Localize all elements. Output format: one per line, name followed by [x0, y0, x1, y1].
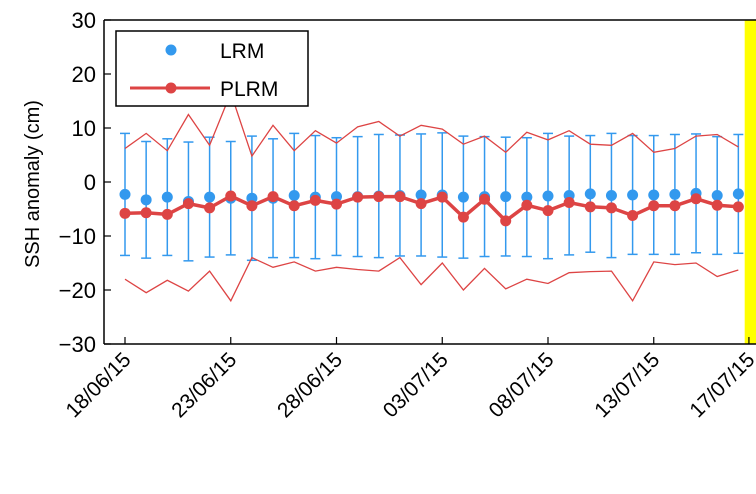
highlight-band	[744, 20, 756, 344]
lrm-point	[119, 188, 131, 200]
y-tick-label: 0	[84, 170, 96, 195]
y-tick-label: 10	[72, 116, 96, 141]
lrm-point	[246, 192, 258, 204]
plrm-point	[246, 200, 258, 212]
lrm-point	[204, 191, 216, 203]
legend: LRM PLRM	[115, 30, 309, 107]
plrm-point	[352, 191, 364, 203]
x-tick-label: 03/07/15	[379, 348, 453, 422]
legend-lrm-marker	[165, 44, 177, 56]
y-tick-label: −10	[59, 224, 96, 249]
x-tick-label: 18/06/15	[61, 348, 135, 422]
plrm-point	[690, 193, 702, 205]
plrm-point	[457, 211, 469, 223]
lrm-point	[521, 191, 533, 203]
y-tick-label: −30	[59, 332, 96, 357]
lrm-point	[457, 191, 469, 203]
plrm-point	[669, 200, 681, 212]
y-tick-label: −20	[59, 278, 96, 303]
plrm-point	[627, 209, 639, 221]
highlight-band-layer	[744, 20, 756, 344]
lrm-point	[161, 191, 173, 203]
plrm-point	[479, 193, 491, 205]
lrm-point	[584, 188, 596, 200]
y-axis-label: SSH anomaly (cm)	[22, 100, 44, 268]
plrm-point	[711, 199, 723, 211]
plrm-point	[225, 190, 237, 202]
plrm-point	[288, 200, 300, 212]
plrm-point	[415, 198, 427, 210]
plrm-series-layer	[119, 91, 744, 303]
lrm-point	[732, 188, 744, 200]
lrm-point	[648, 189, 660, 201]
lrm-point	[500, 191, 512, 203]
legend-plrm-label: PLRM	[220, 78, 278, 101]
lrm-point	[711, 190, 723, 201]
lrm-point	[288, 190, 300, 201]
legend-box	[115, 30, 309, 107]
x-tick-label: 23/06/15	[167, 348, 241, 422]
plrm-point	[267, 191, 279, 203]
lrm-point	[669, 188, 681, 200]
plrm-point	[140, 207, 152, 219]
plrm-point	[584, 201, 596, 213]
lrm-point	[542, 190, 554, 202]
plrm-point	[204, 202, 216, 214]
lrm-series-layer	[119, 132, 744, 262]
legend-plrm-marker	[165, 82, 177, 94]
x-tick-label: 13/07/15	[590, 348, 664, 422]
x-tick-label: 28/06/15	[273, 348, 347, 422]
plrm-point	[648, 200, 660, 212]
plrm-point	[161, 208, 173, 220]
lrm-point	[605, 190, 617, 201]
plrm-point	[563, 197, 575, 209]
plrm-line	[124, 194, 739, 223]
plrm-point	[309, 194, 321, 206]
plrm-point	[394, 191, 406, 203]
legend-lrm-label: LRM	[220, 40, 264, 63]
plrm-point	[331, 198, 342, 210]
y-tick-label: 30	[72, 8, 96, 33]
plrm-point	[521, 199, 533, 211]
x-tick-label: 08/07/15	[484, 348, 558, 422]
lrm-point	[331, 191, 342, 203]
lrm-point	[415, 189, 427, 201]
plrm-point	[605, 202, 617, 214]
plrm-point	[373, 191, 385, 203]
plrm-point	[436, 191, 448, 203]
lrm-point	[627, 189, 639, 201]
lrm-point	[140, 194, 152, 206]
plrm-point	[732, 201, 744, 213]
x-tick-label: 17/07/15	[685, 348, 756, 422]
plrm-point	[500, 215, 512, 227]
plrm-point	[119, 207, 131, 219]
plrm-lower-envelope	[124, 256, 739, 303]
y-tick-label: 20	[72, 62, 96, 87]
plrm-point	[542, 205, 554, 217]
plrm-point	[182, 198, 194, 210]
